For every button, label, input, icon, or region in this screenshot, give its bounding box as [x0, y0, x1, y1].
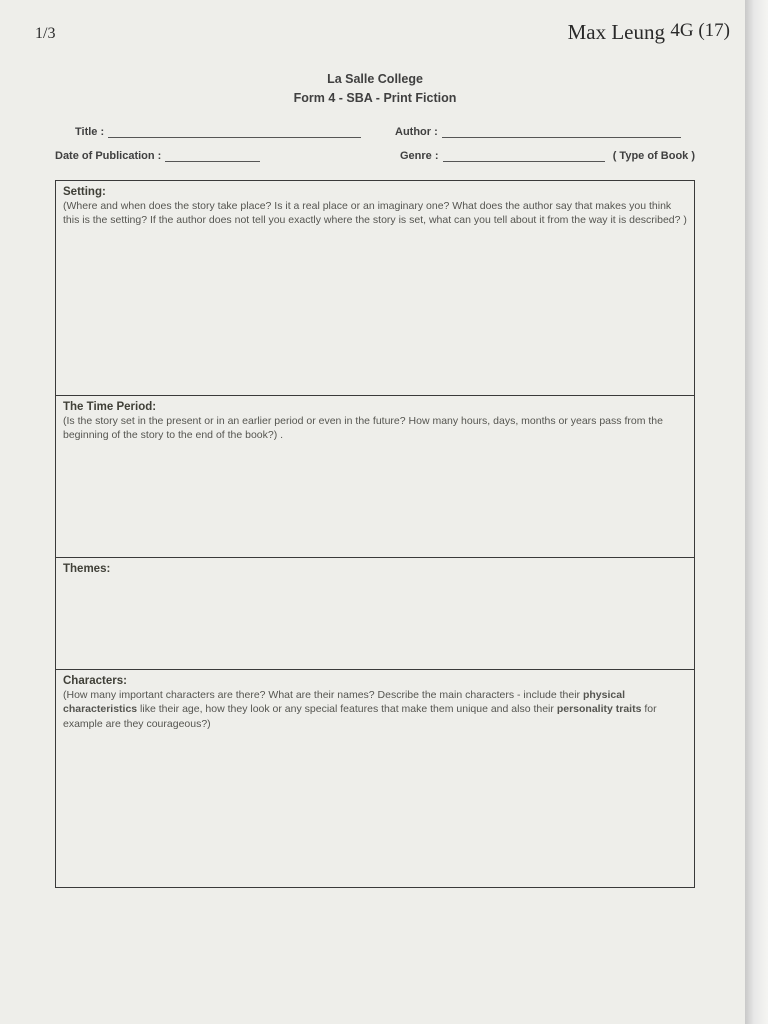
characters-title: Characters: [63, 675, 687, 687]
meta-row-1: Title : Author : [55, 126, 695, 138]
form-title: Form 4 - SBA - Print Fiction [55, 89, 695, 108]
section-time-period: The Time Period: (Is the story set in th… [55, 396, 695, 558]
characters-desc-pre: (How many important characters are there… [63, 689, 583, 701]
setting-desc: (Where and when does the story take plac… [63, 199, 687, 228]
characters-desc-mid: like their age, how they look or any spe… [137, 703, 557, 715]
themes-title: Themes: [63, 563, 687, 575]
setting-title: Setting: [63, 186, 687, 198]
genre-suffix: ( Type of Book ) [613, 150, 695, 162]
section-characters: Characters: (How many important characte… [55, 670, 695, 888]
date-input-line[interactable] [165, 150, 260, 162]
section-setting: Setting: (Where and when does the story … [55, 180, 695, 396]
genre-input-line[interactable] [443, 150, 605, 162]
time-title: The Time Period: [63, 401, 687, 413]
characters-desc: (How many important characters are there… [63, 688, 687, 732]
genre-label: Genre : [400, 150, 439, 162]
page-edge-shadow [745, 0, 768, 1024]
time-desc: (Is the story set in the present or in a… [63, 414, 687, 443]
student-class: 4G (17) [670, 20, 730, 42]
author-label: Author : [395, 126, 438, 138]
worksheet-page: 1/3 Max Leung 4G (17) La Salle College F… [0, 0, 745, 1024]
page-number: 1/3 [35, 25, 55, 43]
author-input-line[interactable] [442, 126, 681, 138]
section-themes: Themes: [55, 558, 695, 670]
school-name: La Salle College [55, 70, 695, 89]
student-name: Max Leung [568, 20, 665, 45]
meta-row-2: Date of Publication : Genre : ( Type of … [55, 150, 695, 162]
date-label: Date of Publication : [55, 150, 161, 162]
title-input-line[interactable] [108, 126, 361, 138]
characters-desc-b2: personality traits [557, 703, 642, 715]
title-label: Title : [75, 126, 104, 138]
header-block: La Salle College Form 4 - SBA - Print Fi… [55, 70, 695, 108]
